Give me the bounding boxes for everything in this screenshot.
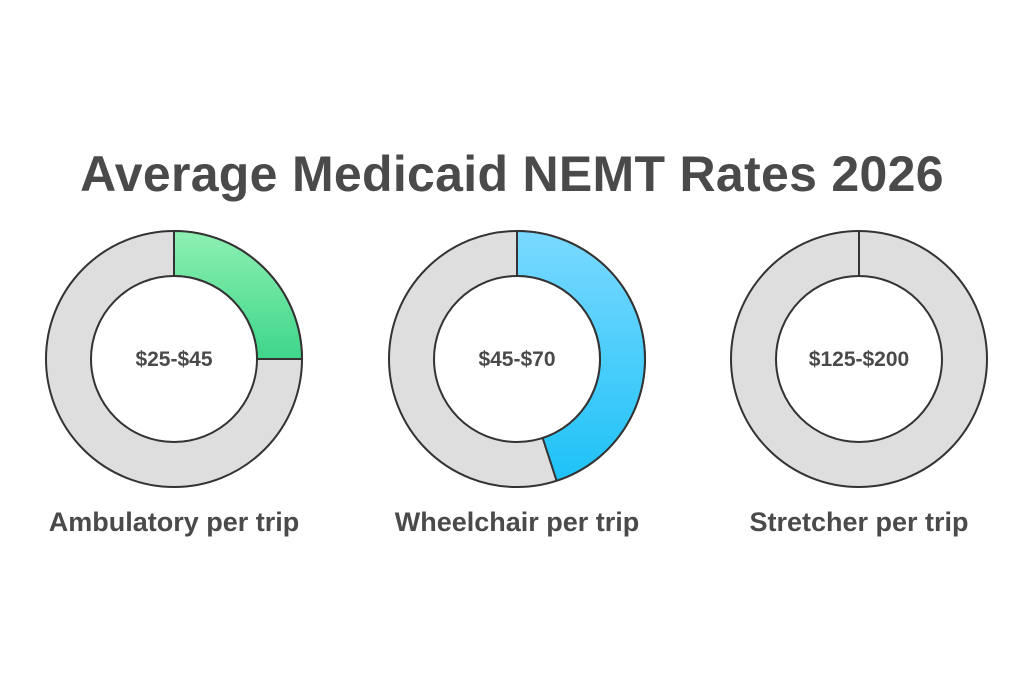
donut-wheelchair: $45-$70 [388, 230, 646, 488]
center-value-label: $25-$45 [135, 348, 212, 371]
donut-hole [433, 275, 601, 443]
donut-hole [775, 275, 943, 443]
donut-ambulatory: $25-$45 [45, 230, 303, 488]
chart-title: Average Medicaid NEMT Rates 2026 [80, 146, 944, 202]
category-label-wheelchair: Wheelchair per trip [394, 507, 640, 537]
donut-hole [90, 275, 258, 443]
category-label-stretcher: Stretcher per trip [749, 507, 969, 537]
center-value-label: $125-$200 [809, 348, 909, 371]
category-label-ambulatory: Ambulatory per trip [48, 507, 300, 537]
center-value-label: $45-$70 [478, 348, 555, 371]
donut-stretcher: $125-$200 [730, 230, 988, 488]
